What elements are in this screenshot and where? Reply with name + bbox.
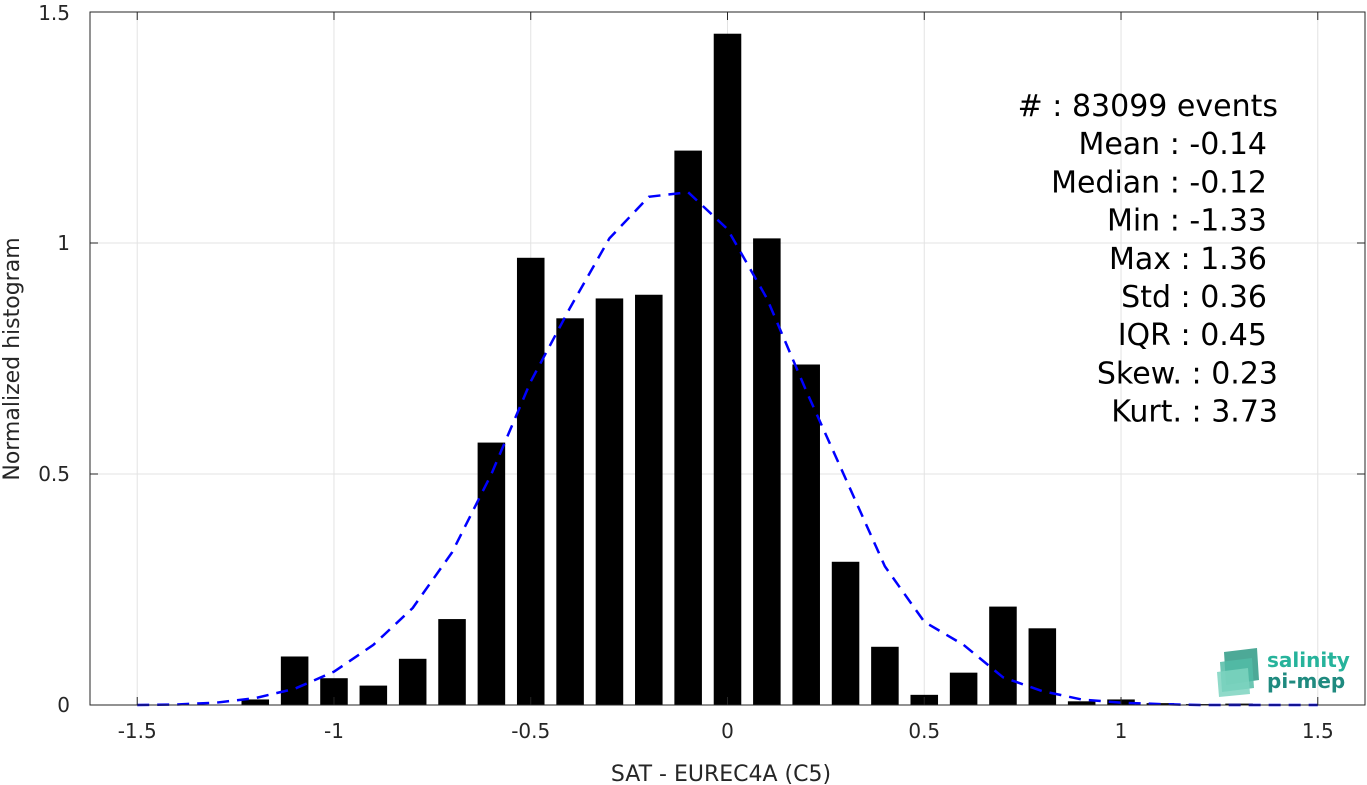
waves-icon xyxy=(1217,648,1259,697)
ticks xyxy=(90,11,1365,706)
y-tick-label: 0.5 xyxy=(38,462,70,486)
x-tick-label: -1.5 xyxy=(118,719,157,743)
histogram-bar xyxy=(713,33,742,706)
y-axis-title: Normalized histogram xyxy=(0,237,25,480)
tick-labels: -1.5 -1 -0.5 0 0.5 1 1.5 0 0.5 1 1.5 xyxy=(38,1,1333,743)
fit-curve xyxy=(137,190,1318,707)
x-tick-label: -0.5 xyxy=(511,719,550,743)
histogram-bar xyxy=(949,672,978,705)
salinity-pi-mep-logo: salinity pi-mep xyxy=(1217,648,1350,697)
histogram-bar xyxy=(871,646,899,705)
logo-text-line2: pi-mep xyxy=(1267,669,1345,693)
histogram-bar xyxy=(635,294,663,705)
x-tick-label: 1.5 xyxy=(1302,719,1334,743)
stat-line: # : 83099 events xyxy=(1018,89,1278,124)
x-tick-label: 0 xyxy=(721,719,734,743)
x-axis-title: SAT - EUREC4A (C5) xyxy=(611,762,831,785)
histogram-bar xyxy=(674,150,702,706)
histogram-bar xyxy=(280,656,309,705)
y-tick-label: 0 xyxy=(57,693,70,717)
y-tick-label: 1 xyxy=(57,231,70,255)
histogram-bar xyxy=(477,442,506,705)
x-tick-label: 1 xyxy=(1115,719,1128,743)
stat-line: Mean : -0.14 xyxy=(1078,127,1267,162)
stat-line: IQR : 0.45 xyxy=(1118,318,1267,353)
stat-line: Std : 0.36 xyxy=(1121,280,1267,315)
histogram-bar xyxy=(438,619,466,705)
stat-line: Skew. : 0.23 xyxy=(1097,356,1278,391)
y-tick-label: 1.5 xyxy=(38,1,70,25)
histogram-bar xyxy=(792,364,820,705)
stat-line: Max : 1.36 xyxy=(1109,242,1267,277)
histogram-bar xyxy=(595,298,624,705)
histogram-bar xyxy=(1067,701,1096,705)
x-tick-label: -1 xyxy=(324,719,344,743)
histogram-bar xyxy=(516,257,545,705)
histogram-bar xyxy=(753,238,781,705)
stat-line: Kurt. : 3.73 xyxy=(1111,395,1278,430)
bars xyxy=(241,33,1253,706)
histogram-bar xyxy=(241,699,270,705)
histogram-bar xyxy=(359,685,388,705)
x-tick-label: 0.5 xyxy=(908,719,940,743)
histogram-bar xyxy=(398,658,427,705)
histogram-bar xyxy=(556,318,584,705)
histogram-bar xyxy=(831,561,860,705)
logo-text-line1: salinity xyxy=(1267,648,1350,672)
stat-line: Min : -1.33 xyxy=(1107,204,1267,239)
histogram-bar xyxy=(989,606,1017,705)
stat-line: Median : -0.12 xyxy=(1051,165,1267,200)
